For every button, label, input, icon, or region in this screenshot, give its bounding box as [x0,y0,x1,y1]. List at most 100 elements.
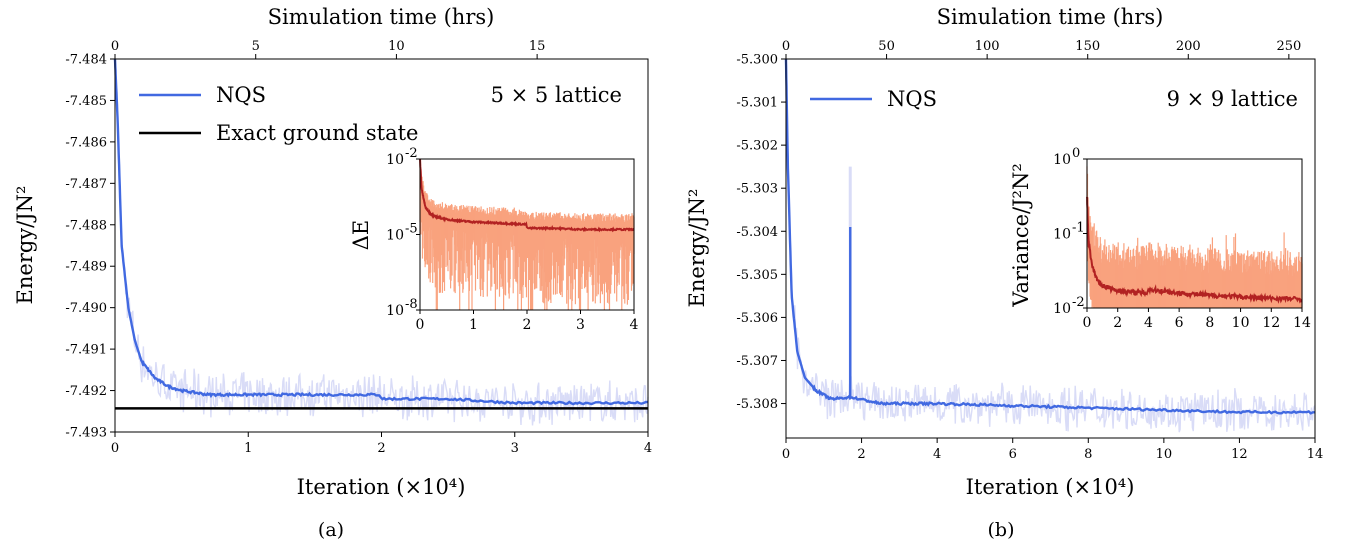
panel-b-x-tick-label: 10 [1156,447,1173,462]
panel-a-nqs-line [113,59,649,406]
panel-a-y-tick-label: -7.485 [65,94,107,109]
panel-a-y-ticks: -7.484 -7.485 -7.486 -7.487 -7.488 -7.489 -7.4… [65,53,115,441]
panel-b-inset-x-tick-label: 14 [1293,315,1311,331]
panel-b-x-tick-label: 6 [1009,447,1017,462]
panel-a-x2-ticks: 0 5 10 15 [111,39,546,59]
panel-b-y-tick-label: -5.300 [736,53,778,68]
panel-b-inset-x-tick-label: 0 [1083,315,1092,331]
panel-a-inset-x-tick-label: 0 [416,317,425,333]
panel-a-inset-y-tick-exponent: -2 [405,146,418,161]
panel-b-x2-tick-label: 50 [878,39,895,54]
panel-b-inset-x-tick-label: 2 [1113,315,1122,331]
panel-a-inset-ylabel: ΔE [349,220,373,251]
panel-a-x2label: Simulation time (hrs) [268,5,495,29]
panel-a-legend-nqs: NQS [216,83,266,107]
panel-b-inset-y-tick-label: 10 [1053,152,1071,168]
panel-b-y-tick-label: -5.305 [736,268,778,283]
panel-b-x2-tick-label: 0 [782,39,790,54]
panel-b-x-tick-label: 12 [1231,447,1248,462]
panel-a-inset-y-tick-label: 10 [386,303,404,319]
panel-b-noise-band [790,264,1316,433]
panel-a-xlabel: Iteration (×10⁴) [297,475,466,499]
panel-a-y-tick-label: -7.486 [65,135,107,150]
panel-a-y-tick-label: -7.484 [65,53,107,68]
panel-a-inset-y-tick-label: 10 [386,228,404,244]
panel-b-y-tick-label: -5.307 [736,354,778,369]
panel-a-inset-x-ticks: 0 1 2 3 4 [416,310,639,333]
panel-b-inset-x-tick-label: 6 [1175,315,1184,331]
panel-b-inset-x-tick-label: 10 [1232,315,1250,331]
panel-a-x-tick-label: 2 [377,441,385,456]
panel-a-ylabel: Energy/JN² [13,186,37,305]
panel-a-y-tick-label: -7.491 [65,343,107,358]
panel-b-legend-nqs: NQS [887,87,937,111]
panel-b-x2-tick-label: 250 [1276,39,1301,54]
panel-a-x-tick-label: 4 [644,441,652,456]
panel-a-inset-x-tick-label: 1 [469,317,478,333]
panel-b-inset-x-tick-label: 8 [1205,315,1214,331]
panel-a-x-tick-label: 0 [111,441,119,456]
panel-a-annotation: 5 × 5 lattice [491,83,622,107]
panel-a-inset-y-tick-label: 10 [386,152,404,168]
panel-a-inset-x-tick-label: 4 [630,317,639,333]
panel-b-inset-y-tick-exponent: -1 [1072,221,1085,236]
panel-b-x2-tick-label: 150 [1075,39,1100,54]
panel-a-inset-y-ticks: 10-210-510-8 [386,146,420,319]
panel-a-x2-tick-label: 15 [529,39,546,54]
panel-b: 0 2 4 6 8 10 12 14 0 50 100 150 200 250 -5.300-5.301… [685,5,1323,541]
panel-b-x2-tick-label: 100 [975,39,1000,54]
panel-b-y-tick-label: -5.308 [736,397,778,412]
panel-b-ylabel: Energy/JN² [685,189,709,308]
panel-b-x-tick-label: 2 [857,447,865,462]
panel-b-inset-y-tick-exponent: -2 [1072,295,1085,310]
panel-a-inset-band [419,159,635,310]
panel-a-noise-band [119,193,649,426]
panel-b-x2-tick-label: 200 [1176,39,1201,54]
panel-b-x2-ticks: 0 50 100 150 200 250 [782,39,1301,59]
panel-b-inset-x-ticks: 0 2 4 6 8 10 12 14 [1083,308,1311,331]
panel-b-x-tick-label: 4 [933,447,941,462]
panel-b-caption: (b) [988,519,1015,541]
panel-a-legend-exact: Exact ground state [216,121,418,145]
panel-a-x2-tick-label: 10 [388,39,405,54]
panel-a-x-tick-label: 1 [244,441,252,456]
panel-b-inset-y-tick-label: 10 [1053,227,1071,243]
panel-a-y-tick-label: -7.493 [65,426,107,441]
panel-b-y-tick-label: -5.301 [736,96,778,111]
panel-a-caption: (a) [318,519,344,541]
panel-b-y-tick-label: -5.303 [736,182,778,197]
panel-b-xlabel: Iteration (×10⁴) [966,475,1135,499]
panel-b-frame [785,58,1316,439]
panel-b-inset-y-tick-label: 10 [1053,301,1071,317]
panel-b-x-tick-label: 8 [1084,447,1092,462]
panel-b-inset-x-tick-label: 12 [1262,315,1280,331]
panel-b-y-tick-label: -5.304 [736,225,778,240]
panel-a-noise-trace [119,193,649,426]
panel-a-x2-tick-label: 5 [252,39,260,54]
panel-b-y-tick-label: -5.306 [736,311,778,326]
panel-b-y-tick-label: -5.302 [736,139,778,154]
panel-b-x-ticks: 0 2 4 6 8 10 12 14 [782,438,1323,462]
panel-b-inset-line [1086,196,1303,304]
panel-b-y-ticks: -5.300 -5.301 -5.302 -5.303 -5.304 -5.305 -5.3… [736,53,786,412]
panel-a-x2-tick-label: 0 [111,39,119,54]
panel-a-x-ticks: 0 1 2 3 4 [111,432,652,456]
panel-a-y-tick-label: -7.488 [65,218,107,233]
panel-a-inset-y-tick-exponent: -8 [405,297,418,312]
panel-a-y-tick-label: -7.487 [65,177,107,192]
panel-b-annotation: 9 × 9 lattice [1167,87,1298,111]
panel-a-x-tick-label: 3 [511,441,519,456]
panel-b-inset-y-tick-exponent: 0 [1072,146,1080,161]
panel-b-inset-ylabel: Variance/J²N² [1009,163,1033,307]
panel-b-noise-trace [790,264,1316,433]
panel-b-inset-x-tick-label: 4 [1144,315,1153,331]
panel-a-inset-x-tick-label: 2 [523,317,532,333]
panel-b-x-tick-label: 14 [1307,447,1324,462]
panel-a-y-tick-label: -7.489 [65,260,107,275]
panel-b-nqs-line [784,59,1315,415]
